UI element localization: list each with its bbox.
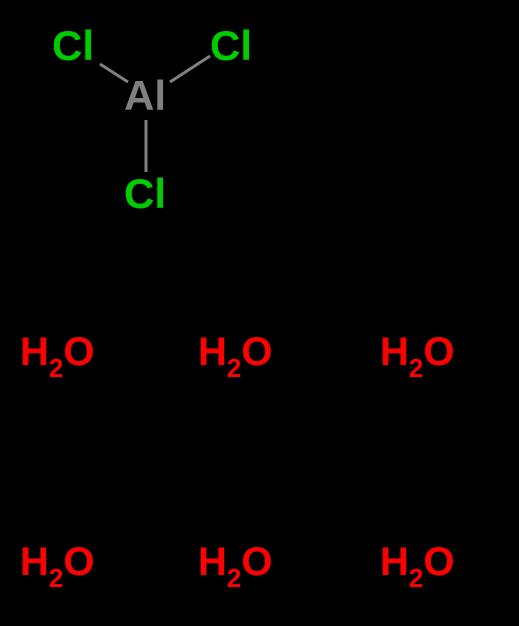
water-o: O (423, 330, 454, 374)
water-sub: 2 (409, 353, 423, 383)
water-h: H (380, 540, 409, 584)
water-sub: 2 (409, 563, 423, 593)
chlorine-atom-bottom: Cl (124, 170, 166, 218)
water-h: H (20, 330, 49, 374)
water-o: O (241, 330, 272, 374)
water-sub: 2 (49, 353, 63, 383)
chlorine-atom-top-right: Cl (210, 22, 252, 70)
water-molecule-4: H2O (20, 540, 94, 591)
water-sub: 2 (227, 563, 241, 593)
water-molecule-6: H2O (380, 540, 454, 591)
water-h: H (198, 540, 227, 584)
water-molecule-2: H2O (198, 330, 272, 381)
water-o: O (63, 330, 94, 374)
chlorine-atom-top-left: Cl (52, 22, 94, 70)
water-sub: 2 (49, 563, 63, 593)
bond-al-cl-topright (170, 56, 210, 82)
aluminum-atom: Al (124, 72, 166, 120)
water-molecule-5: H2O (198, 540, 272, 591)
water-sub: 2 (227, 353, 241, 383)
water-o: O (423, 540, 454, 584)
water-molecule-3: H2O (380, 330, 454, 381)
water-h: H (198, 330, 227, 374)
water-h: H (20, 540, 49, 584)
water-o: O (241, 540, 272, 584)
water-o: O (63, 540, 94, 584)
water-molecule-1: H2O (20, 330, 94, 381)
water-h: H (380, 330, 409, 374)
